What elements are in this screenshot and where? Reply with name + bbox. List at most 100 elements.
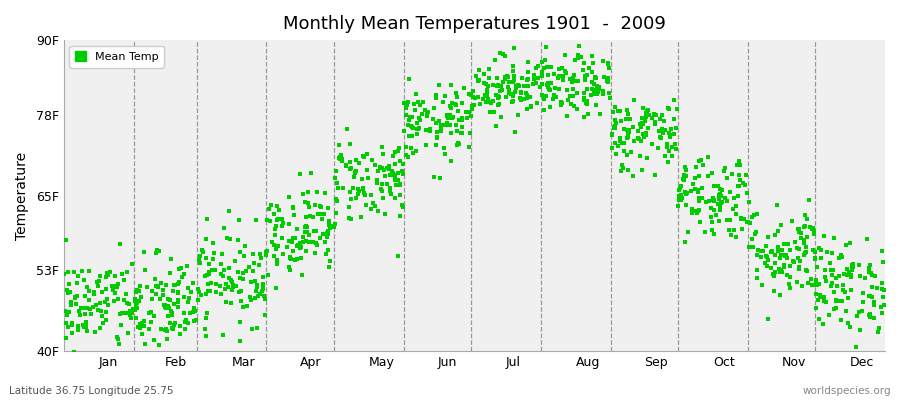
Point	[818, 278, 832, 284]
Point	[760, 253, 774, 260]
Point	[564, 93, 579, 100]
Point	[603, 95, 617, 101]
Point	[539, 64, 554, 70]
Point	[617, 126, 632, 132]
Point	[316, 231, 330, 237]
Point	[382, 166, 396, 172]
Point	[503, 90, 517, 97]
Point	[282, 264, 296, 270]
Point	[327, 224, 341, 230]
Point	[357, 190, 372, 196]
Point	[377, 211, 392, 218]
Point	[806, 231, 821, 238]
Point	[541, 80, 555, 86]
Point	[742, 219, 756, 226]
Point	[59, 320, 74, 327]
Point	[457, 85, 472, 92]
Point	[870, 329, 885, 336]
Point	[578, 77, 592, 84]
Point	[342, 204, 356, 210]
Point	[306, 238, 320, 245]
Point	[253, 251, 267, 258]
Point	[61, 290, 76, 296]
Point	[213, 291, 228, 298]
Point	[809, 276, 824, 283]
Point	[722, 227, 736, 233]
Point	[356, 186, 370, 192]
Point	[58, 237, 73, 243]
Point	[484, 100, 499, 107]
Point	[307, 228, 321, 234]
Point	[198, 290, 212, 297]
Point	[197, 273, 211, 279]
Point	[250, 325, 265, 332]
Point	[800, 216, 814, 222]
Point	[80, 284, 94, 290]
Point	[412, 125, 427, 131]
Point	[392, 157, 407, 164]
Point	[313, 204, 328, 211]
Point	[608, 104, 622, 110]
Point	[500, 84, 515, 90]
Point	[454, 130, 469, 136]
Point	[65, 320, 79, 326]
Point	[83, 306, 97, 313]
Point	[690, 210, 705, 216]
Point	[428, 142, 443, 148]
Point	[535, 81, 549, 87]
Point	[768, 260, 782, 266]
Point	[704, 205, 718, 211]
Point	[609, 151, 624, 158]
Point	[670, 106, 684, 112]
Point	[180, 263, 194, 269]
Point	[129, 315, 143, 321]
Point	[806, 227, 821, 234]
Point	[154, 326, 168, 332]
Point	[128, 296, 142, 302]
Point	[168, 360, 183, 366]
Point	[120, 268, 134, 275]
Point	[438, 150, 453, 157]
Point	[560, 87, 574, 93]
Point	[180, 298, 194, 305]
Point	[108, 272, 122, 279]
Point	[176, 310, 191, 316]
Point	[841, 272, 855, 278]
Point	[661, 158, 675, 165]
Point	[465, 102, 480, 109]
Point	[260, 247, 274, 254]
Point	[65, 330, 79, 336]
Point	[780, 240, 795, 247]
Point	[82, 297, 96, 304]
Point	[770, 202, 785, 208]
Point	[648, 121, 662, 128]
Point	[678, 164, 692, 170]
Point	[844, 274, 859, 281]
Point	[506, 92, 520, 99]
Point	[231, 289, 246, 296]
Point	[764, 248, 778, 255]
Point	[580, 86, 594, 93]
Point	[734, 216, 748, 222]
Point	[142, 326, 157, 332]
Point	[79, 328, 94, 334]
Point	[430, 129, 445, 135]
Point	[405, 114, 419, 120]
Point	[506, 68, 520, 74]
Point	[627, 138, 642, 144]
Point	[654, 126, 669, 132]
Point	[794, 235, 808, 242]
Point	[624, 148, 638, 155]
Point	[199, 236, 213, 242]
Point	[166, 310, 180, 316]
Point	[536, 96, 551, 102]
Point	[339, 162, 354, 168]
Point	[342, 215, 356, 221]
Point	[388, 160, 402, 167]
Point	[104, 283, 119, 290]
Point	[450, 142, 464, 149]
Point	[170, 281, 184, 287]
Point	[570, 106, 584, 112]
Point	[829, 297, 843, 303]
Point	[561, 97, 575, 103]
